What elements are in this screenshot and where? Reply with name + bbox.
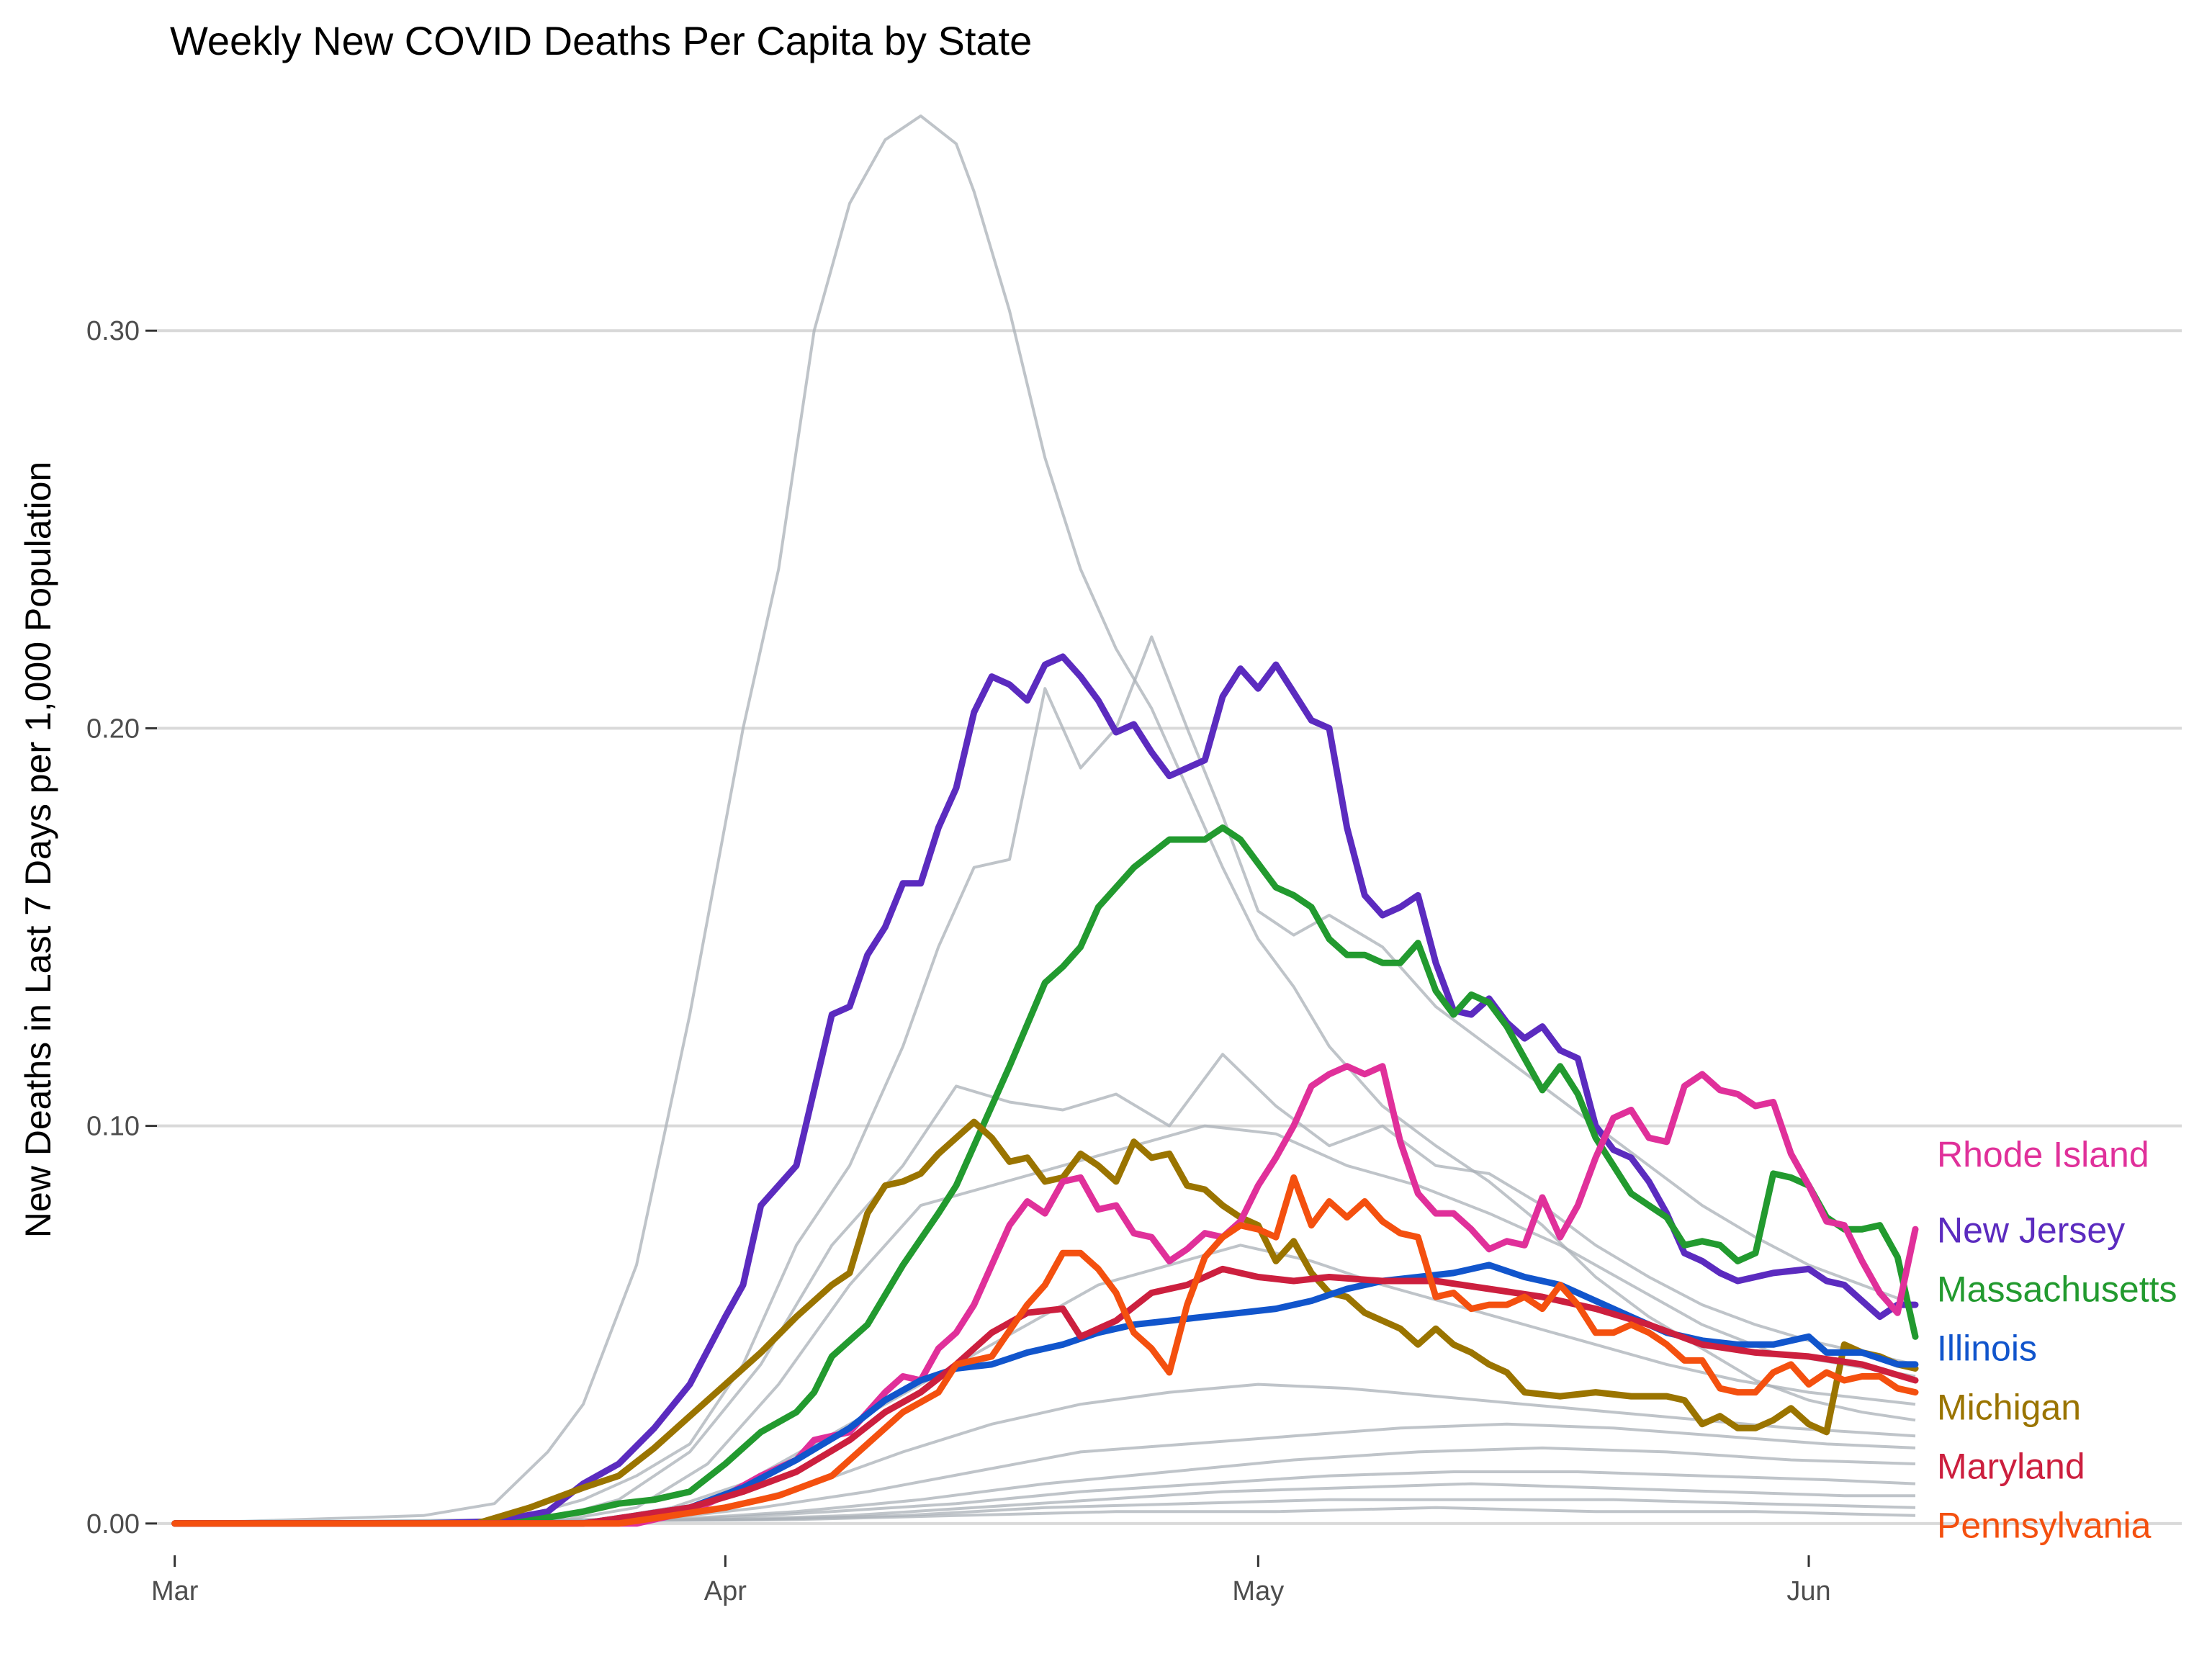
series-label: Michigan bbox=[1937, 1387, 2081, 1427]
series-line-massachusetts bbox=[171, 824, 1919, 1527]
series-line-illinois bbox=[171, 1262, 1919, 1527]
grid bbox=[157, 329, 2182, 1525]
series-label: New Jersey bbox=[1937, 1210, 2125, 1250]
series-label: Pennsylvania bbox=[1937, 1505, 2152, 1545]
series-line-maryland bbox=[171, 1265, 1919, 1527]
x-tick-label: Mar bbox=[151, 1576, 199, 1606]
series-label: Massachusetts bbox=[1937, 1269, 2177, 1309]
background-series-line bbox=[174, 1422, 1916, 1525]
series-labels: Rhode Island New Jersey Massachusetts Illin… bbox=[1937, 1134, 2177, 1545]
y-tick-label: 0.20 bbox=[86, 714, 140, 744]
background-series-line bbox=[174, 1482, 1915, 1525]
series-label: Rhode Island bbox=[1937, 1134, 2149, 1174]
y-axis: 0.00 0.10 0.20 0.30 bbox=[86, 316, 157, 1539]
x-tick-label: May bbox=[1232, 1576, 1284, 1606]
series-line-pennsylvania bbox=[171, 1174, 1919, 1527]
background-series-line bbox=[174, 1470, 1916, 1525]
background-series-line bbox=[174, 635, 1916, 1525]
highlighted-series bbox=[171, 653, 1919, 1527]
background-series-line bbox=[174, 114, 1916, 1525]
chart-title: Weekly New COVID Deaths Per Capita by St… bbox=[170, 18, 1032, 63]
y-tick-label: 0.00 bbox=[86, 1509, 140, 1539]
x-tick-label: Jun bbox=[1786, 1576, 1830, 1606]
series-label: Illinois bbox=[1937, 1328, 2037, 1368]
series-line-michigan bbox=[171, 1118, 1919, 1527]
background-series bbox=[174, 114, 1916, 1525]
background-series-line bbox=[174, 1506, 1916, 1525]
background-series-line bbox=[174, 1124, 1916, 1525]
series-label: Maryland bbox=[1937, 1446, 2085, 1486]
y-axis-label: New Deaths in Last 7 Days per 1,000 Popu… bbox=[18, 462, 58, 1238]
series-line-rhode-island bbox=[171, 1063, 1919, 1527]
background-series-line bbox=[174, 1446, 1916, 1525]
y-tick-label: 0.10 bbox=[86, 1112, 140, 1142]
x-tick-label: Apr bbox=[704, 1576, 747, 1606]
y-tick-label: 0.30 bbox=[86, 316, 140, 346]
x-axis: Mar Apr May Jun bbox=[151, 1555, 1831, 1606]
